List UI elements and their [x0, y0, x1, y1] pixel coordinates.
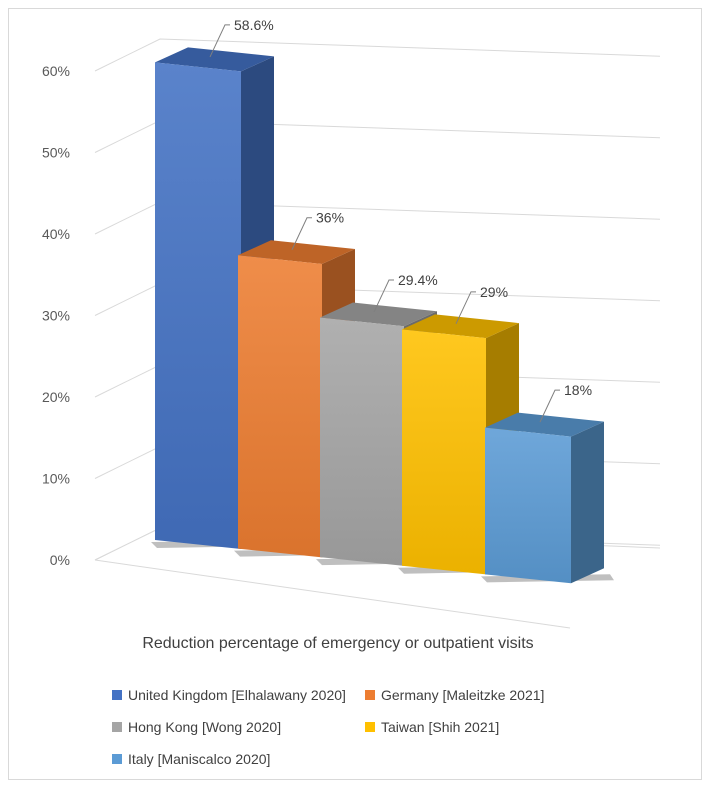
floor-front-edge [94, 559, 571, 629]
y-tick-label: 0% [50, 552, 70, 568]
data-label: 58.6% [234, 17, 274, 33]
bar-front-face [320, 317, 404, 566]
data-label-leader [539, 389, 560, 423]
data-label: 29% [480, 284, 508, 300]
y-tick-label: 60% [42, 63, 70, 79]
data-label: 18% [564, 382, 592, 398]
y-tick-label: 30% [42, 308, 70, 324]
y-tick-label: 10% [42, 471, 70, 487]
data-label-leader [209, 24, 230, 58]
bar-top-face [155, 47, 274, 72]
data-label-leader [373, 279, 394, 313]
data-label-leader [291, 217, 312, 250]
bar-top-face [485, 412, 604, 437]
bar-front-face [485, 427, 571, 584]
bars [151, 47, 614, 584]
y-tick-label: 50% [42, 145, 70, 161]
y-tick-label: 40% [42, 226, 70, 242]
bar-front-face [155, 62, 241, 549]
y-axis-ticks: 0% 10% 20% 30% 40% 50% 60% [42, 63, 70, 568]
bar-top-face [320, 302, 437, 327]
y-tick-label: 20% [42, 389, 70, 405]
bar-side-face [571, 421, 604, 584]
bar-top-face [238, 240, 355, 264]
data-label-leader [455, 291, 476, 325]
bar [481, 412, 614, 584]
data-label: 36% [316, 210, 344, 226]
gridline [94, 38, 661, 72]
bar-front-face [238, 255, 322, 558]
data-labels: 58.6% 36% 29.4% 29% 18% [209, 17, 592, 423]
bar-front-face [402, 329, 486, 575]
bar-top-face [402, 314, 519, 339]
data-label: 29.4% [398, 272, 438, 288]
x-axis-title: Reduction percentage of emergency or out… [142, 635, 533, 652]
